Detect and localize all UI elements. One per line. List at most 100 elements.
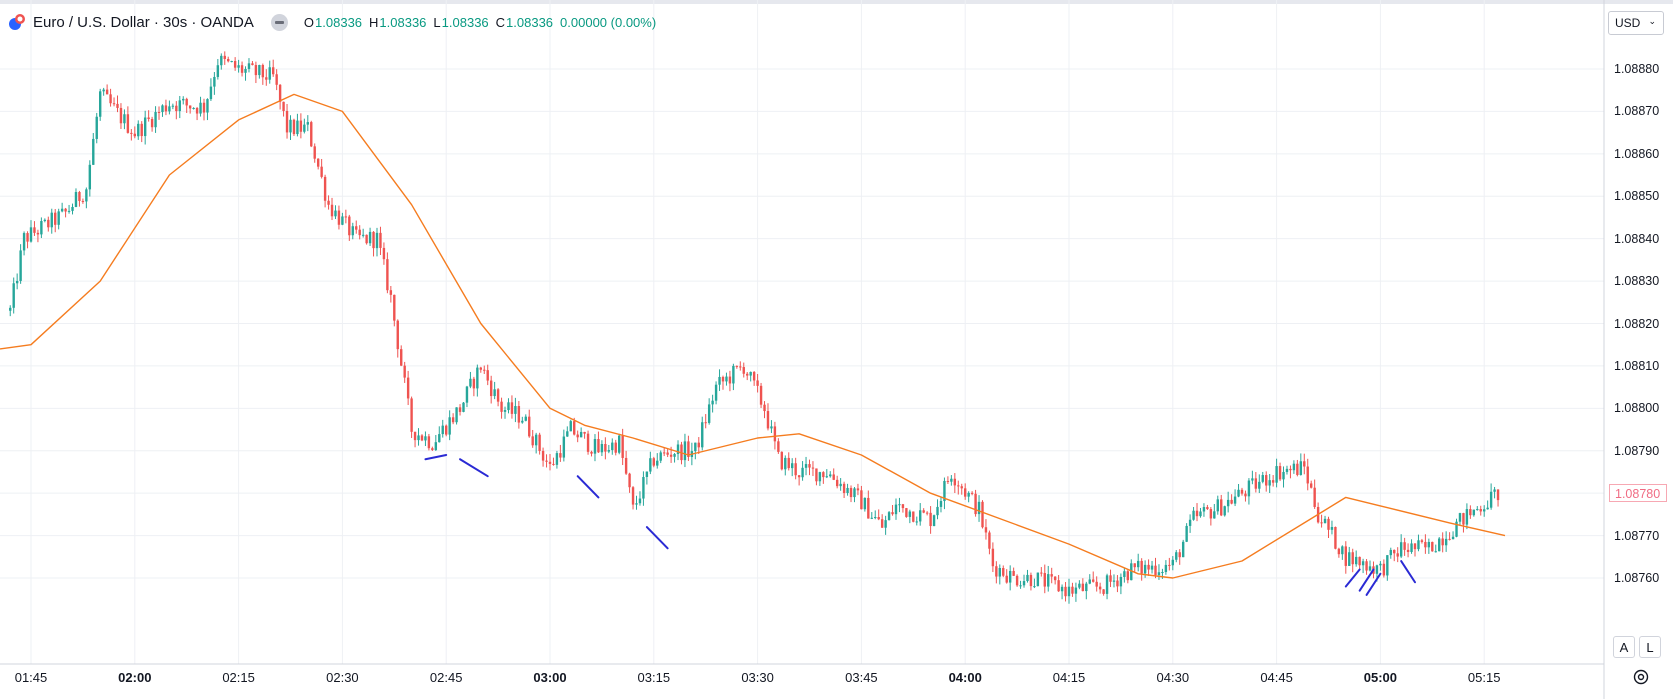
candle-body xyxy=(1427,541,1431,548)
candle xyxy=(770,420,773,434)
candle xyxy=(721,375,725,390)
candle xyxy=(756,373,759,393)
candle xyxy=(143,110,147,145)
currency-select[interactable]: USD ⌄ xyxy=(1608,11,1664,35)
candle xyxy=(964,483,967,500)
candle-body xyxy=(1181,541,1185,558)
candle xyxy=(202,98,206,121)
candle xyxy=(434,434,438,451)
chevron-down-icon: ⌄ xyxy=(1648,16,1656,26)
candle xyxy=(268,60,271,84)
candle-body xyxy=(109,94,112,104)
candle xyxy=(123,109,126,130)
candle xyxy=(604,437,607,460)
candle xyxy=(265,69,268,86)
log-scale-button[interactable]: L xyxy=(1639,636,1661,658)
candle-body xyxy=(863,497,867,510)
candle xyxy=(168,100,171,115)
candle xyxy=(849,485,853,503)
candle-body xyxy=(1375,565,1379,574)
candle-body xyxy=(310,122,313,147)
candle-body xyxy=(811,467,815,469)
candle xyxy=(1199,507,1202,518)
candle-body xyxy=(721,376,725,382)
candle-body xyxy=(711,400,714,405)
candle xyxy=(804,456,808,476)
candle-body xyxy=(209,86,213,100)
candle-body xyxy=(1244,493,1247,497)
candle-body xyxy=(1071,586,1074,594)
candle xyxy=(649,451,652,475)
candle xyxy=(808,459,811,476)
candle xyxy=(393,294,396,327)
candle-body xyxy=(102,89,105,92)
candle xyxy=(701,416,704,451)
candle-body xyxy=(1092,579,1095,582)
candle xyxy=(534,432,538,454)
candle-body xyxy=(784,457,787,470)
candle-body xyxy=(88,164,92,190)
candle xyxy=(403,361,406,383)
candle xyxy=(607,444,611,454)
ohlc-values: O 1.08336 H 1.08336 L 1.08336 C 1.08336 0.00… xyxy=(304,15,663,30)
candle-body xyxy=(105,89,109,95)
settings-gear-icon[interactable] xyxy=(1630,666,1652,688)
candle xyxy=(60,202,64,213)
candle xyxy=(912,511,915,523)
candle-body xyxy=(846,487,849,493)
candle-body xyxy=(1358,556,1361,566)
symbol-title[interactable]: Euro / U.S. Dollar · 30s · OANDA xyxy=(33,13,254,31)
candle xyxy=(1164,560,1168,575)
candle xyxy=(99,88,102,121)
candle-body xyxy=(1105,575,1109,594)
candle-body xyxy=(600,444,604,453)
candle xyxy=(1306,458,1309,491)
candle xyxy=(749,371,752,382)
candle xyxy=(365,234,368,245)
candle xyxy=(683,433,687,468)
candle xyxy=(230,60,233,63)
candle xyxy=(296,113,299,137)
candle-body xyxy=(756,380,759,386)
candle xyxy=(306,115,309,132)
candle-body xyxy=(358,229,361,236)
candle-body xyxy=(1029,574,1033,587)
candle-body xyxy=(1327,518,1330,530)
candle-body xyxy=(1292,463,1296,471)
candle xyxy=(694,442,697,460)
candle xyxy=(316,158,320,170)
candle-body xyxy=(334,210,337,217)
candle-body xyxy=(393,294,396,321)
collapse-legend-button[interactable] xyxy=(270,13,288,31)
candle-body xyxy=(635,503,638,505)
candle xyxy=(1313,479,1316,509)
candle xyxy=(441,419,444,438)
candle-body xyxy=(804,464,808,468)
candle-body xyxy=(642,476,645,499)
candle xyxy=(465,385,469,408)
candle xyxy=(12,277,15,314)
candle xyxy=(846,483,849,496)
candle xyxy=(732,363,735,391)
candle-body xyxy=(1413,543,1417,550)
candle-body xyxy=(860,490,863,510)
candle-body xyxy=(687,441,690,457)
candle-body xyxy=(988,532,991,549)
auto-scale-button[interactable]: A xyxy=(1613,636,1635,658)
candle-body xyxy=(67,210,71,212)
candle-body xyxy=(1192,510,1195,520)
candle-body xyxy=(652,458,655,466)
time-tick-label: 04:15 xyxy=(1052,670,1086,685)
candle-body xyxy=(496,389,500,402)
candle-body xyxy=(607,450,611,452)
candle xyxy=(600,440,604,457)
candle-body xyxy=(1154,565,1157,576)
candle xyxy=(1216,495,1219,515)
candle xyxy=(188,105,192,114)
candle-body xyxy=(296,120,299,135)
candle-body xyxy=(611,442,614,451)
candle xyxy=(469,371,472,389)
candle xyxy=(1192,507,1195,521)
candle xyxy=(1310,480,1313,489)
